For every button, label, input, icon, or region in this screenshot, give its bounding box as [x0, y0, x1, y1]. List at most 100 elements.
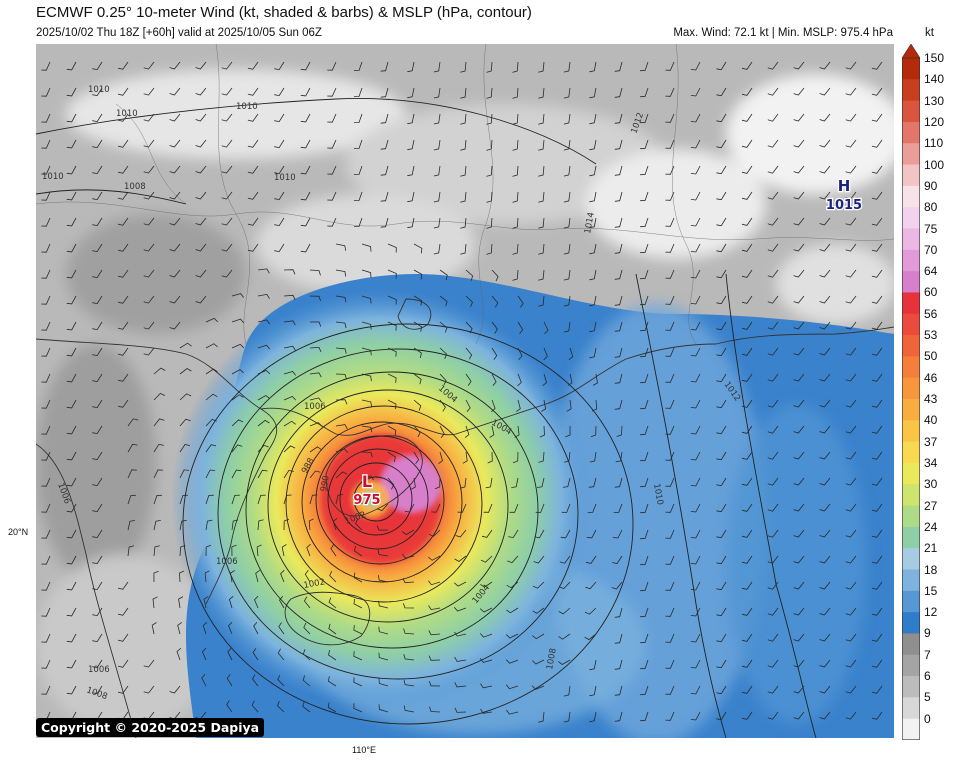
- wind-barb: [407, 113, 415, 125]
- wind-barb: [741, 425, 753, 434]
- wind-barb: [387, 243, 397, 253]
- wind-barb: [793, 295, 805, 304]
- wind-barb: [231, 293, 245, 298]
- wind-barb: [741, 529, 753, 538]
- wind-barb: [179, 418, 191, 427]
- colorbar-tick-label: 80: [924, 200, 938, 215]
- wind-barb: [92, 581, 103, 591]
- weather-map[interactable]: 1010 1010 1010 1010 1008 1012 1014 1010 …: [36, 44, 894, 738]
- colorbar-tick-label: 27: [924, 498, 938, 513]
- wind-barb: [716, 633, 727, 643]
- wind-barb: [665, 633, 675, 643]
- wind-barb: [387, 477, 395, 490]
- wind-barb: [741, 347, 753, 356]
- wind-barb: [589, 321, 597, 333]
- wind-barb: [793, 633, 805, 642]
- wind-barb: [380, 165, 389, 176]
- wind-barb: [614, 373, 623, 384]
- wind-barb: [793, 503, 805, 512]
- wind-barb: [335, 269, 347, 277]
- wind-barb: [640, 243, 649, 254]
- wind-barb: [845, 581, 857, 590]
- wind-barb: [741, 165, 753, 174]
- wind-barb: [819, 503, 831, 512]
- colorbar-cell: [902, 697, 920, 720]
- wind-barb: [427, 580, 441, 586]
- wind-barb: [361, 399, 372, 407]
- wind-barb: [563, 321, 571, 333]
- wind-barb: [793, 711, 805, 720]
- wind-barb: [403, 679, 415, 687]
- wind-barb: [169, 191, 181, 200]
- wind-barb: [41, 139, 51, 149]
- wind-barb: [563, 191, 571, 203]
- wind-barb: [767, 321, 779, 330]
- wind-barb: [640, 269, 649, 280]
- wind-barb: [584, 633, 597, 641]
- wind-barb: [433, 113, 441, 125]
- wind-barb: [274, 243, 285, 253]
- wind-barb: [203, 596, 209, 609]
- wind-barb: [640, 191, 649, 202]
- wind-barb: [387, 347, 397, 357]
- wind-barb: [767, 373, 779, 382]
- wind-barb: [117, 295, 129, 304]
- wind-barb: [538, 295, 545, 307]
- wind-barb: [665, 477, 675, 487]
- wind-barb: [92, 399, 103, 409]
- wind-barb: [716, 217, 727, 227]
- wind-barb: [465, 295, 473, 308]
- wind-barb: [793, 217, 805, 226]
- wind-barb: [453, 606, 467, 612]
- wind-barb: [819, 321, 831, 330]
- wind-barb: [92, 529, 103, 539]
- wind-barb: [92, 555, 103, 565]
- contour-label: 1010: [274, 173, 296, 183]
- wind-barb: [566, 399, 572, 412]
- wind-barb: [195, 243, 207, 252]
- wind-barb: [871, 425, 883, 434]
- wind-barb: [221, 87, 233, 96]
- wind-barb: [353, 651, 363, 661]
- wind-barb: [517, 295, 524, 308]
- wind-barb: [665, 113, 675, 123]
- wind-barb: [247, 165, 259, 174]
- wind-barb: [335, 347, 347, 354]
- colorbar-tick-label: 70: [924, 242, 938, 257]
- wind-barb: [431, 503, 441, 513]
- wind-barb: [251, 700, 259, 713]
- wind-barb: [353, 61, 363, 71]
- wind-barb: [274, 165, 285, 175]
- wind-barb: [179, 494, 188, 505]
- colorbar-cell: [902, 548, 920, 570]
- wind-barb: [143, 347, 155, 356]
- wind-barb: [41, 503, 51, 513]
- wind-barb: [538, 139, 545, 151]
- wind-barb: [327, 191, 337, 201]
- wind-barb: [41, 191, 51, 201]
- wind-barb: [640, 711, 649, 722]
- wind-barb: [465, 399, 471, 412]
- wind-barb: [387, 399, 397, 410]
- colorbar-tick-label: 100: [924, 157, 945, 172]
- wind-barb: [793, 477, 805, 486]
- wind-barb: [767, 139, 779, 148]
- wind-barb: [589, 659, 597, 671]
- colorbar-cell: [902, 185, 920, 208]
- wind-barb: [793, 451, 805, 460]
- wind-barb: [741, 451, 753, 460]
- wind-barb: [330, 544, 337, 557]
- wind-barb: [283, 469, 294, 479]
- contour-label: 1010: [116, 109, 138, 119]
- wind-barb: [585, 581, 597, 590]
- wind-barb: [66, 607, 77, 617]
- wind-barb: [690, 165, 701, 175]
- wind-barb: [541, 399, 547, 412]
- wind-barb: [716, 269, 727, 279]
- wind-barb: [117, 165, 129, 174]
- wind-barb: [309, 397, 322, 403]
- wind-barb: [402, 553, 415, 559]
- wind-barb: [716, 477, 727, 487]
- wind-barb: [335, 494, 344, 505]
- wind-barb: [793, 165, 805, 174]
